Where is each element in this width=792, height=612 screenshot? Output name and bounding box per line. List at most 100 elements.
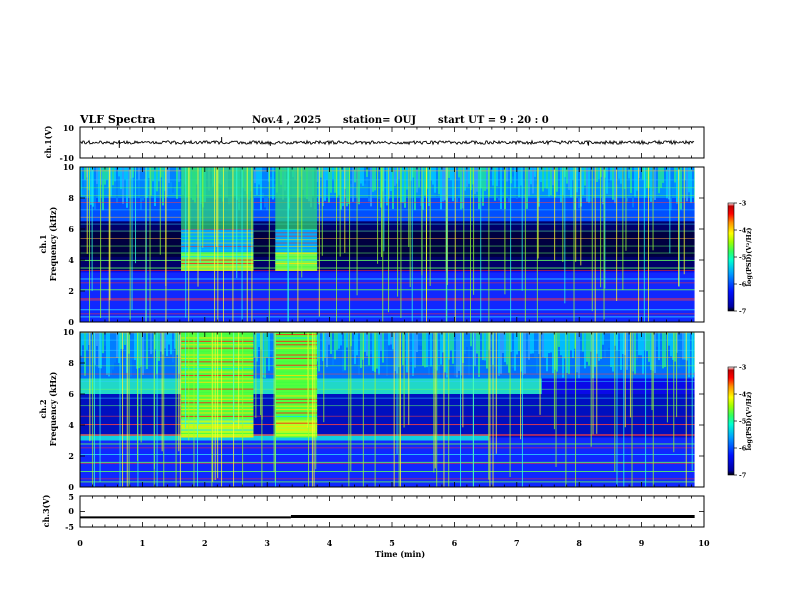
upper-noise-column (372, 167, 374, 192)
sferic-streak (436, 332, 438, 487)
ch3-ytick-middle: 0 (68, 506, 74, 516)
upper-noise-column (372, 332, 374, 371)
upper-noise-column (598, 167, 600, 180)
upper-noise-column (630, 332, 632, 371)
upper-noise-column (172, 332, 174, 363)
upper-noise-column (602, 332, 604, 345)
upper-noise-column (516, 167, 518, 199)
upper-noise-column (482, 332, 484, 361)
upper-noise-column (470, 332, 472, 347)
burst-harmonic (275, 239, 318, 241)
burst-harmonic (275, 385, 318, 387)
upper-noise-column (390, 167, 392, 192)
burst-harmonic (181, 266, 254, 268)
sferic-streak (591, 167, 593, 312)
upper-noise-column (466, 167, 468, 187)
sferic-streak (202, 167, 204, 248)
upper-noise-column (254, 167, 256, 184)
line-interference (80, 332, 695, 334)
upper-noise-column (146, 167, 148, 198)
burst-harmonic (181, 252, 254, 254)
upper-noise-column (394, 167, 396, 186)
sferic-streak (188, 167, 190, 322)
sferic-streak (109, 167, 111, 300)
upper-noise-column (362, 167, 364, 186)
time-tick-label: 1 (140, 538, 146, 548)
upper-noise-column (416, 332, 418, 353)
upper-noise-column (634, 332, 636, 375)
upper-noise-column (420, 167, 422, 206)
upper-noise-column (170, 167, 172, 182)
upper-noise-column (346, 167, 348, 207)
upper-noise-column (620, 332, 622, 370)
sferic-streak (221, 332, 223, 487)
line-interference (80, 339, 695, 341)
upper-noise-column (482, 167, 484, 206)
upper-noise-column (548, 332, 550, 354)
upper-noise-column (674, 332, 676, 362)
upper-noise-column (114, 332, 116, 363)
sferic-streak (149, 167, 151, 322)
sferic-streak (629, 332, 631, 418)
frequency-tick-label: 2 (68, 451, 74, 461)
upper-noise-column (164, 167, 166, 191)
upper-noise-column (620, 167, 622, 184)
upper-noise-column (90, 167, 92, 205)
sferic-streak (189, 167, 191, 259)
upper-noise-column (476, 167, 478, 192)
upper-noise-column (646, 332, 648, 352)
upper-noise-column (572, 332, 574, 359)
upper-noise-column (328, 167, 330, 203)
upper-noise-column (318, 332, 320, 372)
burst-harmonic (275, 368, 318, 370)
upper-noise-column (520, 167, 522, 186)
upper-noise-column (262, 332, 264, 378)
upper-noise-column (674, 167, 676, 183)
upper-noise-column (534, 332, 536, 358)
sferic-streak (238, 332, 240, 430)
burst-harmonic (275, 259, 318, 261)
line-interference (80, 223, 695, 225)
sferic-streak (193, 332, 195, 487)
upper-noise-column (370, 332, 372, 355)
upper-noise-column (570, 167, 572, 198)
sferic-streak (308, 332, 310, 487)
burst-harmonic (275, 256, 318, 258)
upper-noise-column (474, 332, 476, 367)
sferic-streak (462, 332, 464, 428)
burst-harmonic (275, 432, 318, 434)
no-data-region (694, 332, 704, 487)
sferic-streak (89, 332, 91, 442)
upper-noise-column (656, 167, 658, 189)
upper-noise-column (472, 167, 474, 185)
upper-noise-column (268, 332, 270, 371)
time-tick-label: 9 (639, 538, 645, 548)
upper-noise-column (138, 167, 140, 180)
sferic-streak (301, 167, 303, 278)
upper-noise-column (610, 167, 612, 181)
line-interference (80, 230, 695, 232)
upper-noise-column (412, 167, 414, 178)
upper-noise-column (412, 332, 414, 376)
sferic-streak (91, 167, 93, 292)
upper-noise-column (504, 332, 506, 363)
upper-noise-column (366, 167, 368, 177)
upper-noise-column (414, 332, 416, 368)
upper-noise-column (406, 332, 408, 373)
burst-harmonic (181, 242, 254, 244)
upper-noise-column (166, 332, 168, 357)
upper-noise-column (272, 332, 274, 366)
sferic-streak (131, 167, 133, 310)
sferic-streak (261, 332, 263, 487)
sferic-streak (537, 167, 539, 259)
upper-noise-column (140, 167, 142, 210)
upper-noise-column (160, 332, 162, 352)
burst-harmonic (275, 419, 318, 421)
upper-noise-column (618, 332, 620, 357)
colorbar-tick-label: -5 (739, 254, 747, 262)
upper-noise-column (586, 332, 588, 362)
burst-harmonic (275, 381, 318, 383)
upper-noise-column (656, 332, 658, 347)
upper-noise-column (116, 332, 118, 358)
sferic-streak (623, 332, 625, 487)
